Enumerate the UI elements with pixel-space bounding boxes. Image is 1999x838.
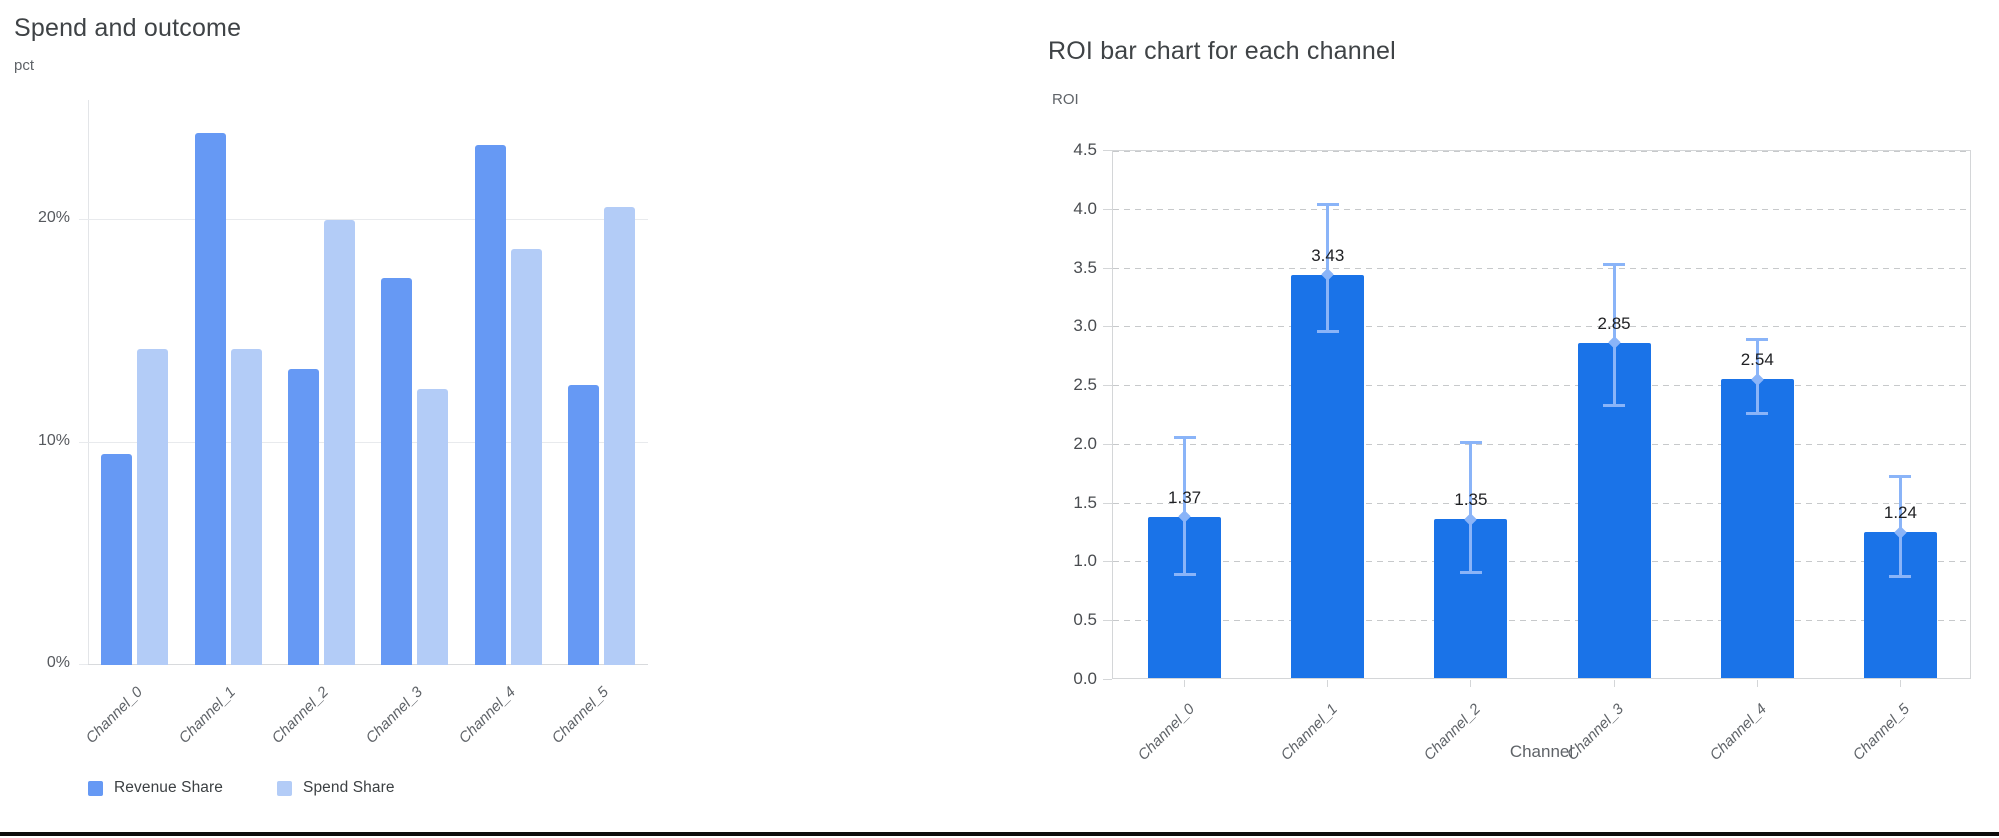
spend-outcome-plot-area: 0% 10% 20% Channel_0 Channel_1 Channel_2 Chann… <box>38 100 648 747</box>
x-axis-tick <box>1899 680 1901 687</box>
y-axis-tick <box>1103 443 1112 445</box>
y-tick-label: 2.0 <box>1073 433 1097 453</box>
x-axis-tick <box>1184 680 1186 687</box>
y-axis-tick <box>1103 679 1112 680</box>
gridline <box>1113 151 1970 152</box>
left-chart-legend: Revenue Share Spend Share <box>88 779 395 797</box>
bar-revenue-share-channel_2[interactable] <box>287 369 319 665</box>
x-axis-tick <box>1470 680 1472 687</box>
bar-value-label-channel_5: 1.24 <box>1883 503 1917 523</box>
x-axis-tick <box>1756 680 1758 687</box>
bar-value-label-channel_1: 3.43 <box>1311 245 1345 265</box>
bar-value-label-channel_3: 2.85 <box>1597 313 1631 333</box>
bar-spend-share-channel_4[interactable] <box>510 249 542 665</box>
error-bar-cap-top-channel_4 <box>1746 337 1769 341</box>
bar-value-label-channel_2: 1.35 <box>1454 490 1488 510</box>
bar-roi-channel_4[interactable] <box>1720 379 1794 678</box>
right-chart-title: ROI bar chart for each channel <box>1048 37 1396 65</box>
y-axis-tick <box>1103 267 1112 269</box>
y-tick-label: 3.0 <box>1073 316 1097 336</box>
gridline <box>1113 502 1970 504</box>
bar-revenue-share-channel_0[interactable] <box>101 453 133 665</box>
y-tick-label: 0% <box>46 654 70 671</box>
right-chart-x-axis-title: Channel <box>1509 742 1574 761</box>
bar-value-label-channel_0: 1.37 <box>1168 487 1202 507</box>
bar-spend-share-channel_1[interactable] <box>230 349 262 665</box>
gridline <box>1113 561 1970 563</box>
gridline <box>88 441 648 443</box>
error-bar-line-channel_2 <box>1469 442 1473 573</box>
error-bar-line-channel_3 <box>1612 264 1616 406</box>
y-axis-tick <box>1103 385 1112 387</box>
y-axis-tick <box>1103 620 1112 622</box>
y-tick-label: 4.5 <box>1073 140 1097 159</box>
error-bar-cap-bottom-channel_2 <box>1459 570 1482 574</box>
left-y-axis-line <box>88 100 89 665</box>
left-chart-y-axis-unit: pct <box>14 57 35 74</box>
y-tick-label: 2.5 <box>1073 375 1097 395</box>
gridline <box>1113 620 1970 622</box>
y-tick-label: 3.5 <box>1073 257 1097 277</box>
bar-spend-share-channel_2[interactable] <box>323 220 355 665</box>
y-axis-tick <box>1103 208 1112 210</box>
y-axis-tick <box>79 664 88 665</box>
bar-spend-share-channel_0[interactable] <box>137 349 169 665</box>
y-axis-tick <box>1103 326 1112 328</box>
error-bar-line-channel_0 <box>1183 437 1187 575</box>
legend-label-revenue-share: Revenue Share <box>114 779 224 796</box>
bar-roi-channel_1[interactable] <box>1291 274 1365 678</box>
error-bar-cap-top-channel_1 <box>1316 202 1339 206</box>
error-bar-cap-bottom-channel_1 <box>1316 329 1339 333</box>
gridline <box>88 219 648 221</box>
left-chart-title: Spend and outcome <box>14 14 242 42</box>
legend-label-spend-share: Spend Share <box>303 779 395 796</box>
gridline <box>88 664 648 665</box>
y-tick-label: 1.0 <box>1073 551 1097 571</box>
error-bar-cap-top-channel_0 <box>1173 435 1196 439</box>
right-chart-y-axis-unit: ROI <box>1052 91 1079 108</box>
y-tick-label: 20% <box>37 209 70 227</box>
y-axis-tick <box>79 219 88 221</box>
spend-share-swatch-icon <box>277 780 293 796</box>
error-bar-cap-bottom-channel_3 <box>1603 403 1626 407</box>
error-bar-cap-bottom-channel_5 <box>1889 575 1912 579</box>
bar-spend-share-channel_3[interactable] <box>417 389 449 665</box>
y-tick-label: 4.0 <box>1073 198 1097 218</box>
y-axis-tick <box>1103 561 1112 563</box>
error-bar-cap-bottom-channel_4 <box>1746 412 1769 415</box>
error-bar-cap-top-channel_5 <box>1889 475 1912 479</box>
revenue-share-swatch-icon <box>88 780 103 796</box>
roi-plot-area: 0.0 0.5 1.0 1.5 2.0 2.5 3.0 3.5 4.0 4.5 1.37 Channe… <box>1073 140 1971 764</box>
bar-value-label-channel_4: 2.54 <box>1740 350 1774 370</box>
y-tick-label: 0.5 <box>1073 610 1097 630</box>
y-tick-label: 0.0 <box>1073 669 1097 688</box>
gridline <box>1113 267 1970 269</box>
gridline <box>1113 443 1970 445</box>
bar-revenue-share-channel_5[interactable] <box>567 384 599 665</box>
gridline <box>1113 326 1970 328</box>
window-bottom-border <box>0 832 1999 836</box>
bar-spend-share-channel_5[interactable] <box>603 206 635 665</box>
bar-revenue-share-channel_3[interactable] <box>381 277 413 665</box>
x-axis-tick <box>1613 680 1615 687</box>
legend-item-revenue-share[interactable]: Revenue Share <box>88 779 223 797</box>
x-axis-tick <box>1327 680 1329 687</box>
error-bar-line-channel_1 <box>1326 204 1330 332</box>
y-axis-tick <box>79 441 88 443</box>
y-axis-tick <box>1103 150 1112 151</box>
bar-revenue-share-channel_1[interactable] <box>194 133 226 665</box>
error-bar-cap-bottom-channel_0 <box>1173 573 1196 577</box>
error-bar-cap-top-channel_3 <box>1603 262 1626 266</box>
y-axis-tick <box>1103 502 1112 504</box>
gridline <box>1113 385 1970 387</box>
error-bar-cap-top-channel_2 <box>1459 441 1482 445</box>
y-tick-label: 1.5 <box>1073 492 1097 512</box>
legend-item-spend-share[interactable]: Spend Share <box>277 779 395 797</box>
y-tick-label: 10% <box>37 431 70 449</box>
gridline <box>1113 208 1970 210</box>
bar-revenue-share-channel_4[interactable] <box>474 144 506 665</box>
